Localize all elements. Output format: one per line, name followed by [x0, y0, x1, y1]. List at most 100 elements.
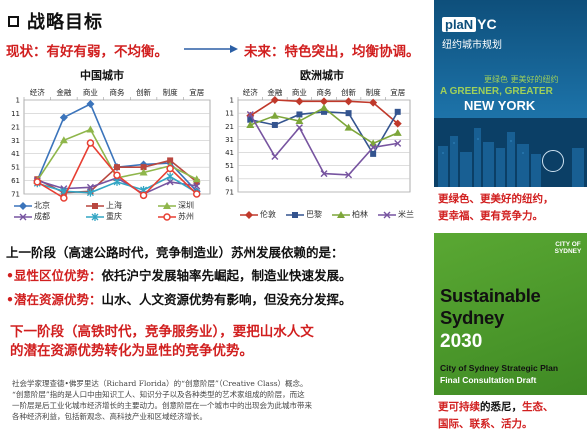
legend-marker	[245, 210, 253, 219]
chart-title-europe: 欧洲城市	[300, 69, 344, 82]
chart-title-china: 中国城市	[80, 69, 124, 82]
legend-label: 上海	[106, 201, 122, 210]
legend-item: 伦敦	[240, 209, 276, 220]
creative-class-note: 社会学家理查德•佛罗里达（Richard Florida）的“创意阶层”（Cre…	[12, 378, 430, 422]
data-point	[393, 119, 402, 128]
y-tick-label: 21	[11, 123, 20, 131]
data-point	[247, 116, 254, 123]
comparison-row: 现状：有好有弱，不均衡。 未来：特色突出，均衡协调。	[6, 40, 436, 60]
data-point	[167, 157, 174, 164]
y-tick-label: 1	[230, 97, 234, 105]
data-point	[140, 164, 147, 171]
planyc-logo: plaN YC	[442, 16, 497, 32]
legend-marker	[163, 201, 171, 209]
data-point	[114, 164, 120, 171]
nyc-skyline-icon	[434, 118, 587, 187]
y-tick-label: 1	[16, 97, 20, 105]
data-point	[296, 111, 303, 118]
data-point	[113, 177, 121, 186]
bullet-2-text: 山水、人文资源优势有影响，但没充分发挥。	[101, 292, 352, 307]
y-tick-label: 61	[225, 175, 234, 183]
legend-marker	[292, 211, 298, 218]
y-tick-label: 11	[225, 110, 234, 118]
highlight-line-2: 的潜在资源优势转化为显性的竞争优势。	[10, 343, 253, 359]
data-point	[33, 178, 42, 186]
data-point	[370, 150, 377, 157]
legend-label: 米兰	[398, 210, 414, 219]
y-tick-label: 71	[225, 189, 234, 197]
sydney-caption-red: 更可持续	[438, 401, 480, 413]
data-point	[321, 108, 327, 115]
data-point	[86, 125, 95, 133]
sydney-caption-red-2: 生态、	[522, 401, 554, 413]
data-point	[86, 183, 94, 191]
sydney-caption-2: 国际、联系、活力。	[438, 418, 533, 430]
legend-item: 苏州	[158, 211, 194, 222]
data-point	[320, 97, 328, 106]
legend-item: 北京	[14, 200, 50, 211]
slide-title-area: 战略目标	[8, 8, 103, 34]
legend-marker	[163, 212, 171, 221]
y-tick-label: 11	[11, 110, 20, 118]
legend-swatch	[240, 210, 258, 219]
data-point	[86, 139, 95, 147]
y-tick-label: 61	[11, 177, 20, 185]
data-point	[270, 111, 279, 119]
data-point	[345, 110, 352, 117]
planyc-slogan-2: NEW YORK	[464, 98, 536, 113]
sustainable-sydney-cover: CITY OF SYDNEY Sustainable Sydney 2030 C…	[434, 233, 587, 395]
legend-item: 米兰	[378, 209, 414, 220]
data-point	[369, 98, 378, 107]
legend-marker	[92, 202, 98, 209]
data-point	[166, 178, 174, 186]
legend-label: 成都	[34, 212, 50, 221]
bullet-2-label: •潜在资源优势：	[6, 292, 102, 307]
data-point	[295, 97, 304, 106]
legend-swatch	[86, 212, 104, 221]
future-goal: 未来：特色突出，均衡协调。	[244, 44, 420, 60]
data-point	[166, 172, 174, 181]
legend-marker	[383, 211, 391, 218]
sydney-caption: 更可持续的悉尼，生态、 国际、联系、活力。	[438, 399, 554, 433]
x-tick-label: 商务	[317, 87, 332, 97]
bullet-2: •潜在资源优势：山水、人文资源优势有影响，但没充分发挥。	[6, 289, 352, 308]
legend-item: 重庆	[86, 211, 122, 222]
legend-marker	[91, 212, 99, 221]
data-point	[86, 188, 94, 197]
note-line-1: 社会学家理查德•佛罗里达（Richard Florida）的“创意阶层”（Cre…	[12, 379, 308, 388]
sydney-subtitle-2: Final Consultation Draft	[440, 375, 537, 385]
x-tick-label: 经济	[30, 87, 45, 97]
legend-marker	[19, 213, 27, 220]
x-tick-label: 制度	[163, 87, 178, 97]
sydney-caption-dark: 的悉尼，	[480, 401, 522, 413]
data-point	[59, 136, 68, 144]
planyc-cover: plaN YC 纽约城市规划 更绿色 更美好的纽约 A GREENER, GREA…	[434, 0, 587, 187]
data-point	[192, 175, 201, 183]
page-title: 战略目标	[27, 12, 103, 33]
highlight-statement: 下一阶段（高铁时代，竞争服务业），要把山水人文 的潜在资源优势转化为显性的竞争优…	[10, 323, 430, 361]
x-tick-label: 宜居	[189, 87, 204, 97]
city-of-sydney-logo: CITY OF SYDNEY	[554, 241, 582, 255]
data-point	[320, 170, 328, 178]
sydney-title: Sustainable Sydney	[440, 285, 541, 329]
data-point	[394, 108, 401, 115]
planyc-logo-yc: YC	[477, 16, 497, 32]
x-tick-label: 制度	[366, 87, 381, 97]
legend-swatch	[14, 201, 32, 210]
legend-swatch	[158, 201, 176, 209]
data-point	[271, 121, 278, 128]
y-tick-label: 41	[11, 150, 20, 158]
x-tick-label: 经济	[243, 87, 258, 97]
data-point	[166, 164, 174, 173]
y-tick-label: 31	[225, 136, 234, 144]
data-point	[393, 128, 402, 136]
highlight-line-1: 下一阶段（高铁时代，竞争服务业），要把山水人文	[10, 324, 314, 340]
nyc-seal-icon	[542, 150, 564, 172]
legend-item: 深圳	[158, 200, 194, 211]
body-line-1: 上一阶段（高速公路时代，竞争制造业）苏州发展依赖的是：	[6, 245, 344, 260]
y-tick-label: 51	[225, 162, 234, 170]
data-point	[344, 97, 353, 106]
data-point	[271, 153, 279, 161]
planyc-slogan-1: A GREENER, GREATER	[440, 86, 553, 97]
